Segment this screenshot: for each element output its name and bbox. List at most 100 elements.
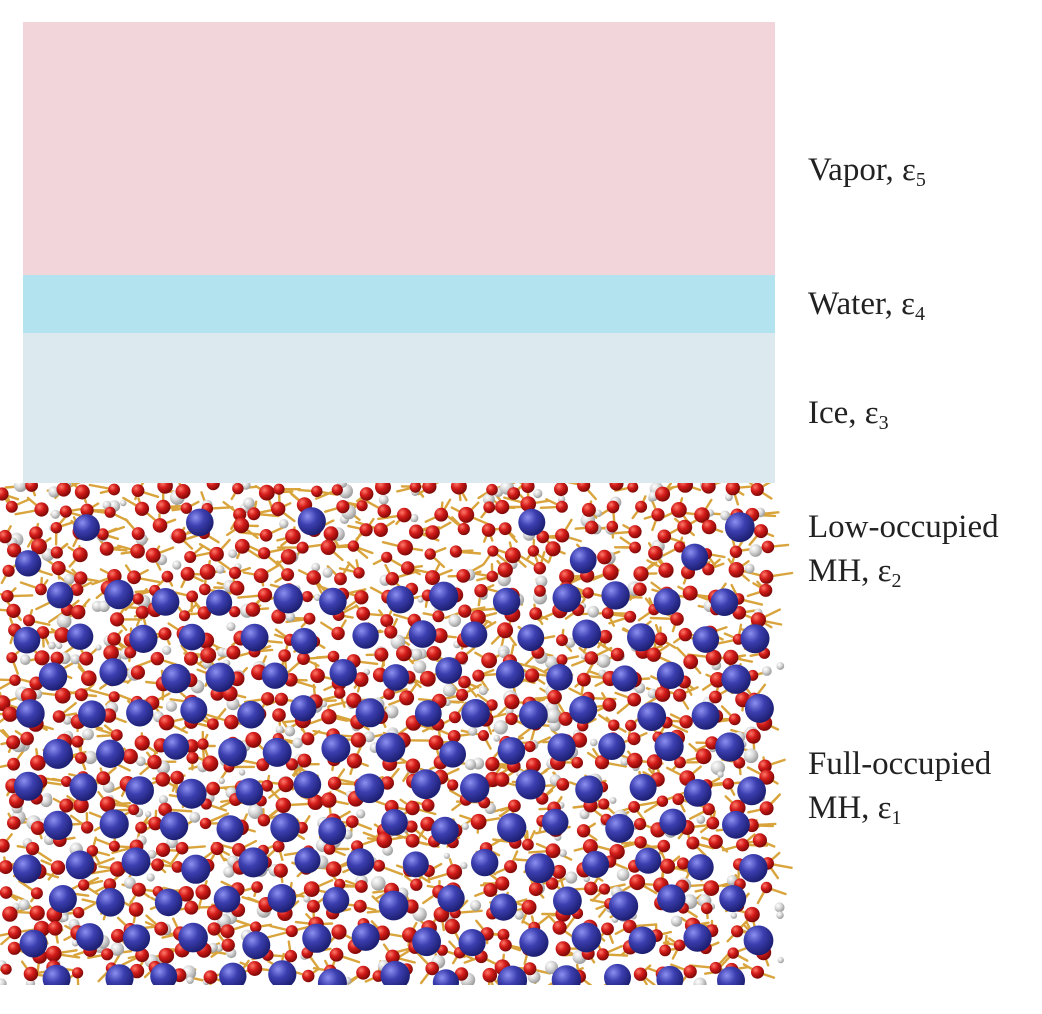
oxygen-atom (628, 801, 640, 813)
oxygen-atom (203, 970, 218, 984)
hydrogen-atom (594, 509, 602, 517)
hydrogen-atom (243, 497, 255, 509)
hydrogen-atom (238, 769, 246, 776)
methane-molecule (15, 550, 42, 577)
oxygen-atom (296, 541, 309, 554)
oxygen-atom (30, 887, 43, 900)
methane-molecule (460, 621, 488, 648)
methane-molecule (122, 924, 151, 952)
methane-molecule (180, 696, 208, 724)
oxygen-atom (410, 878, 423, 891)
oxygen-atom (96, 528, 109, 541)
ice-layer (23, 333, 775, 483)
low-occupied-mh-label: Low-occupied MH, ε2 (808, 505, 999, 593)
oxygen-atom (752, 833, 768, 848)
hydrogen-atom (443, 852, 450, 859)
methane-molecule (321, 733, 351, 763)
methane-molecule (654, 731, 684, 762)
oxygen-atom (175, 484, 191, 499)
methane-molecule (19, 929, 48, 958)
oxygen-atom (96, 771, 111, 786)
oxygen-atom (654, 686, 671, 702)
hydrogen-atom (62, 715, 72, 725)
methane-molecule (317, 968, 347, 985)
low-occupied-label-line2: MH, ε2 (808, 549, 999, 593)
oxygen-atom (546, 877, 559, 890)
hydrogen-atom (223, 866, 235, 878)
oxygen-atom (301, 591, 313, 603)
oxygen-atom (651, 508, 665, 522)
oxygen-atom (672, 793, 685, 806)
oxygen-atom (373, 859, 385, 872)
oxygen-atom (0, 860, 13, 875)
oxygen-atom (175, 841, 189, 855)
hydrogen-atom (498, 649, 508, 658)
oxygen-atom (709, 672, 726, 688)
methane-molecule (515, 769, 546, 800)
oxygen-atom (673, 939, 686, 952)
methane-molecule (176, 778, 207, 809)
oxygen-atom (261, 692, 275, 706)
oxygen-atom (353, 899, 367, 913)
oxygen-atom (478, 730, 489, 741)
oxygen-atom (396, 507, 412, 523)
oxygen-atom (124, 646, 137, 659)
oxygen-atom (354, 590, 369, 605)
oxygen-atom (671, 502, 687, 518)
oxygen-atom (729, 545, 743, 558)
oxygen-atom (131, 527, 145, 541)
methane-molecule (724, 512, 755, 543)
methane-molecule (78, 700, 106, 729)
oxygen-atom (258, 547, 271, 560)
oxygen-atom (134, 735, 150, 751)
oxygen-atom (104, 506, 116, 518)
methane-molecule (627, 623, 656, 652)
oxygen-atom (558, 711, 573, 726)
oxygen-atom (401, 561, 415, 575)
methane-molecule (150, 962, 178, 985)
oxygen-atom (306, 570, 322, 585)
hydrogen-atom (776, 911, 784, 919)
hydrogen-atom (162, 645, 172, 655)
oxygen-atom (674, 756, 686, 769)
oxygen-atom (677, 857, 690, 870)
oxygen-atom (754, 524, 768, 539)
water-label-subscript: 4 (915, 303, 925, 325)
oxygen-atom (487, 545, 499, 557)
oxygen-atom (353, 672, 369, 687)
hydrogen-atom (587, 605, 600, 618)
hydrogen-atom (284, 725, 296, 737)
oxygen-atom (760, 881, 773, 894)
hydrogen-atom (145, 811, 152, 818)
oxygen-atom (199, 564, 216, 580)
oxygen-atom (331, 626, 345, 641)
oxygen-atom (197, 738, 209, 750)
oxygen-atom (374, 647, 389, 662)
oxygen-atom (497, 928, 510, 941)
oxygen-atom (571, 732, 588, 748)
hydrogen-atom (609, 796, 617, 804)
oxygen-atom (628, 525, 642, 539)
methane-molecule (604, 963, 631, 985)
hydrogen-atom (172, 560, 182, 570)
oxygen-atom (232, 483, 244, 495)
methane-molecule (572, 619, 602, 649)
methane-molecule (42, 738, 73, 769)
oxygen-atom (59, 798, 74, 813)
oxygen-atom (624, 610, 637, 623)
methane-molecule (38, 662, 68, 691)
oxygen-atom (247, 961, 263, 976)
oxygen-atom (1, 590, 14, 603)
oxygen-atom (178, 886, 194, 902)
oxygen-atom (51, 561, 66, 576)
methane-molecule (375, 732, 406, 763)
oxygen-atom (245, 602, 261, 617)
oxygen-atom (8, 925, 22, 940)
oxygen-atom (602, 564, 619, 581)
methane-molecule (66, 623, 94, 650)
hydrogen-atom (55, 642, 63, 650)
oxygen-atom (759, 769, 775, 785)
hydrogen-atom (533, 488, 543, 499)
hydrogen-atom (123, 877, 136, 889)
oxygen-atom (657, 529, 672, 544)
